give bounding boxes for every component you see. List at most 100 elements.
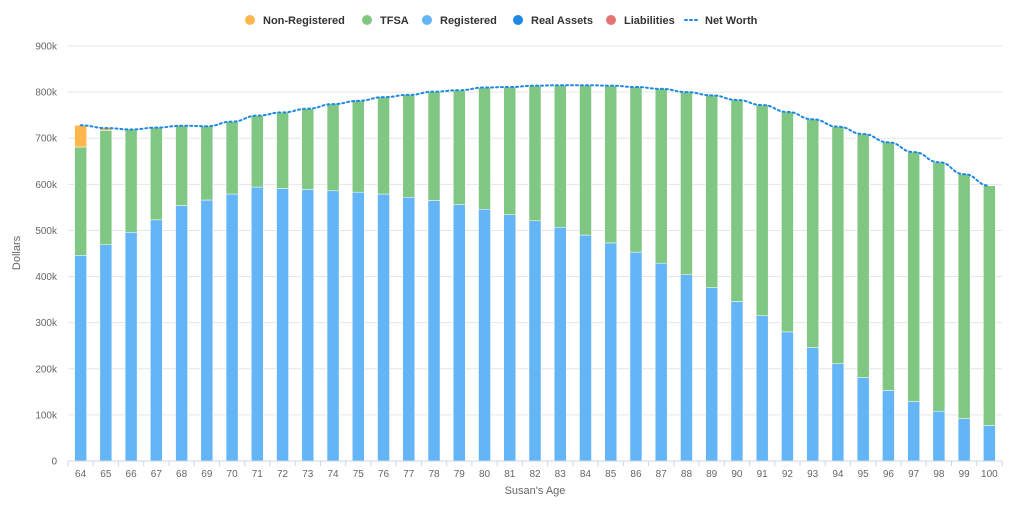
bar-segment-registered[interactable] bbox=[781, 331, 794, 462]
y-tick-label: 600k bbox=[35, 180, 58, 191]
bar-segment-registered[interactable] bbox=[251, 186, 264, 462]
legend-item-registered[interactable]: Registered bbox=[422, 15, 497, 27]
bar-segment-registered[interactable] bbox=[74, 255, 87, 462]
bar-segment-registered[interactable] bbox=[326, 190, 340, 462]
bar-segment-registered[interactable] bbox=[150, 219, 163, 462]
bar-segment-tfsa[interactable] bbox=[301, 108, 315, 190]
bar-segment-registered[interactable] bbox=[856, 377, 870, 462]
legend-circle-marker bbox=[422, 15, 432, 25]
bar-segment-tfsa[interactable] bbox=[453, 90, 466, 205]
bar-segment-registered[interactable] bbox=[276, 188, 289, 462]
bar-segment-registered[interactable] bbox=[730, 301, 744, 462]
bar-segment-registered[interactable] bbox=[402, 196, 416, 462]
bar-segment-registered[interactable] bbox=[503, 214, 517, 462]
bar-segment-tfsa[interactable] bbox=[528, 85, 542, 222]
bar-segment-registered[interactable] bbox=[200, 199, 214, 462]
bar-segment-registered[interactable] bbox=[806, 347, 819, 462]
bar-segment-registered[interactable] bbox=[831, 363, 845, 462]
bar-segment-tfsa[interactable] bbox=[326, 103, 340, 192]
bar-segment-tfsa[interactable] bbox=[402, 94, 416, 198]
bar-segment-registered[interactable] bbox=[453, 204, 466, 462]
bar-segment-tfsa[interactable] bbox=[124, 129, 138, 233]
bar-segment-tfsa[interactable] bbox=[377, 96, 390, 195]
bar-segment-tfsa[interactable] bbox=[175, 125, 188, 206]
bar-segment-registered[interactable] bbox=[579, 234, 592, 462]
bar-segment-registered[interactable] bbox=[755, 315, 769, 462]
bar-segment-tfsa[interactable] bbox=[553, 84, 567, 228]
bar-segment-registered[interactable] bbox=[654, 262, 668, 462]
legend-circle-marker bbox=[606, 15, 616, 25]
bar-segment-registered[interactable] bbox=[352, 191, 365, 462]
legend-item-net-worth[interactable]: Net Worth bbox=[684, 15, 758, 27]
legend-item-real-assets[interactable]: Real Assets bbox=[513, 15, 593, 27]
legend[interactable]: Non-Registered TFSA Registered Real Assets L… bbox=[245, 15, 758, 27]
bar-segment-tfsa[interactable] bbox=[427, 91, 441, 201]
net-worth-series-line[interactable] bbox=[79, 84, 991, 187]
legend-item-non-registered[interactable]: Non-Registered bbox=[245, 15, 345, 27]
bar-segment-registered[interactable] bbox=[957, 418, 971, 462]
legend-label: Net Worth bbox=[705, 15, 758, 27]
bar-segment-tfsa[interactable] bbox=[579, 84, 592, 236]
net-worth-line[interactable] bbox=[79, 84, 991, 187]
legend-circle-marker bbox=[362, 15, 372, 25]
bar-segment-tfsa[interactable] bbox=[503, 86, 517, 216]
bar-segment-registered[interactable] bbox=[175, 205, 188, 462]
bar-segment-registered[interactable] bbox=[932, 410, 946, 462]
bar-segment-tfsa[interactable] bbox=[957, 173, 971, 419]
bar-segment-registered[interactable] bbox=[629, 251, 643, 462]
legend-item-tfsa[interactable]: TFSA bbox=[362, 15, 409, 27]
bar-segment-tfsa[interactable] bbox=[882, 142, 895, 391]
bar-segment-registered[interactable] bbox=[907, 401, 920, 462]
bar-segment-registered[interactable] bbox=[553, 226, 567, 462]
bar-segment-tfsa[interactable] bbox=[932, 161, 946, 412]
x-tick-label: 80 bbox=[479, 469, 491, 480]
bar-segment-tfsa[interactable] bbox=[781, 111, 794, 333]
bar-segment-tfsa[interactable] bbox=[150, 127, 163, 221]
bar-segment-tfsa[interactable] bbox=[99, 130, 113, 245]
bar-segment-tfsa[interactable] bbox=[478, 87, 491, 210]
bar-segment-registered[interactable] bbox=[301, 189, 315, 462]
bar-segment-tfsa[interactable] bbox=[856, 133, 870, 378]
bar-segment-tfsa[interactable] bbox=[225, 121, 239, 195]
bar-segment-tfsa[interactable] bbox=[705, 95, 718, 288]
bar-segment-tfsa[interactable] bbox=[276, 112, 289, 189]
bar-segment-registered[interactable] bbox=[705, 287, 718, 462]
legend-item-liabilities[interactable]: Liabilities bbox=[606, 15, 675, 27]
bar-segment-tfsa[interactable] bbox=[806, 119, 819, 348]
bar-segment-registered[interactable] bbox=[680, 274, 693, 462]
y-tick-label: 100k bbox=[35, 410, 58, 421]
x-tick-label: 77 bbox=[403, 469, 415, 480]
y-tick-label: 300k bbox=[35, 318, 58, 329]
bar-segment-tfsa[interactable] bbox=[831, 126, 845, 364]
bar-segment-registered[interactable] bbox=[882, 390, 895, 462]
bar-segment-tfsa[interactable] bbox=[604, 85, 617, 244]
legend-label: Non-Registered bbox=[263, 15, 345, 27]
bar-segment-tfsa[interactable] bbox=[654, 88, 668, 264]
legend-circle-marker bbox=[513, 15, 523, 25]
x-tick-label: 86 bbox=[630, 469, 642, 480]
bar-segment-tfsa[interactable] bbox=[74, 146, 87, 256]
bar-segment-registered[interactable] bbox=[427, 200, 441, 462]
bar-segment-registered[interactable] bbox=[528, 220, 542, 462]
bar-segment-tfsa[interactable] bbox=[629, 86, 643, 253]
bar-segment-tfsa[interactable] bbox=[200, 125, 214, 201]
bar-segment-registered[interactable] bbox=[604, 242, 617, 462]
bar-segment-tfsa[interactable] bbox=[251, 115, 264, 188]
bar-segment-non-registered[interactable] bbox=[74, 125, 87, 148]
bar-segment-registered[interactable] bbox=[377, 193, 390, 462]
bar-segment-tfsa[interactable] bbox=[907, 151, 920, 402]
bar-segment-tfsa[interactable] bbox=[730, 99, 744, 302]
bar-segment-registered[interactable] bbox=[478, 208, 491, 462]
x-tick-label: 67 bbox=[151, 469, 163, 480]
bar-segment-registered[interactable] bbox=[983, 425, 996, 462]
bar-segment-registered[interactable] bbox=[124, 232, 138, 462]
bar-segment-tfsa[interactable] bbox=[680, 91, 693, 275]
bar-segment-registered[interactable] bbox=[99, 244, 113, 462]
bar-segment-registered[interactable] bbox=[225, 193, 239, 462]
x-tick-label: 88 bbox=[681, 469, 693, 480]
bar-segment-tfsa[interactable] bbox=[755, 104, 769, 317]
bar-segment-tfsa[interactable] bbox=[352, 100, 365, 193]
legend-label: Liabilities bbox=[624, 15, 675, 27]
bar-segment-tfsa[interactable] bbox=[983, 185, 996, 426]
bars[interactable] bbox=[74, 84, 996, 462]
